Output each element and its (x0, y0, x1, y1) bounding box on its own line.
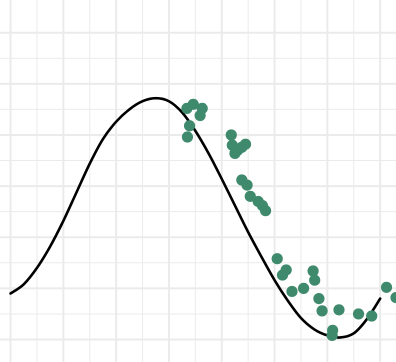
scatter-point (286, 285, 298, 298)
scatter-point (187, 98, 199, 110)
scatter-point (380, 281, 393, 293)
scatter-point (313, 293, 325, 305)
scatter-point (309, 274, 321, 286)
scatter-point (307, 265, 319, 277)
fitted-curve (9, 96, 382, 339)
scatter-point (280, 264, 292, 276)
scatter-point (327, 324, 339, 336)
scatter-point (196, 102, 208, 114)
scatter-point (239, 138, 252, 150)
scatter-point (316, 305, 328, 317)
scatter-points (181, 98, 396, 342)
scatter-point (352, 308, 365, 320)
scatter-point (366, 310, 378, 322)
scatter-point (244, 190, 256, 202)
scatter-point (181, 131, 194, 143)
scatter-point (241, 179, 253, 191)
scatter-point (333, 304, 345, 316)
scatter-point (271, 253, 283, 265)
scatter-point (225, 129, 237, 141)
scatter-point (183, 120, 196, 132)
scatter-point (298, 282, 310, 294)
scatter-point (259, 205, 272, 217)
scatter-point (390, 291, 396, 304)
